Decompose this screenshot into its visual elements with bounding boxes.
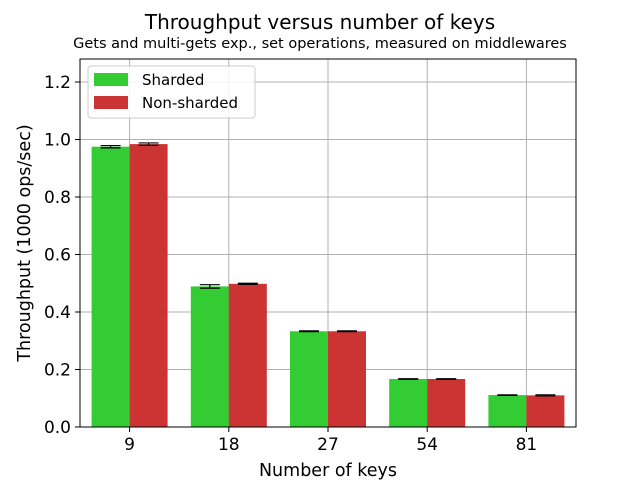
legend-label-sharded: Sharded	[142, 71, 204, 89]
chart-title: Throughput versus number of keys	[144, 10, 495, 34]
x-tick-label: 27	[317, 435, 339, 455]
y-tick-label: 0.6	[44, 246, 71, 266]
error-bar	[497, 394, 518, 396]
legend-swatch-sharded	[94, 73, 128, 86]
error-bar	[337, 330, 357, 333]
error-bar	[100, 144, 121, 149]
legend: Sharded Non-sharded	[87, 65, 256, 119]
bar-non-sharded-27	[328, 331, 366, 427]
bars	[91, 144, 565, 427]
y-tick-label: 1.2	[44, 73, 71, 93]
legend-box	[87, 65, 256, 119]
legend-swatch-non-sharded	[94, 96, 128, 109]
tick-labels: 9 18 27 54 81 0.0 0.2 0.4 0.6 0.8 1.0 1.2	[44, 73, 537, 455]
bar-non-sharded-18	[228, 283, 267, 427]
error-bar	[237, 282, 258, 285]
y-axis-label: Throughput (1000 ops/sec)	[15, 124, 35, 362]
bar-sharded-54	[389, 378, 428, 427]
y-tick-label: 1.0	[44, 131, 71, 151]
y-tick-label: 0.8	[44, 188, 71, 208]
y-tick-label: 0.4	[44, 303, 71, 323]
x-tick-label: 9	[124, 435, 135, 455]
y-tick-label: 0.2	[44, 361, 71, 381]
x-tick-label: 54	[416, 435, 438, 455]
bar-sharded-27	[290, 331, 328, 427]
bar-sharded-81	[488, 395, 527, 427]
bar-sharded-9	[91, 146, 130, 427]
bar-sharded-18	[190, 286, 229, 427]
chart-subtitle: Gets and multi-gets exp., set operations…	[73, 36, 567, 52]
legend-label-non-sharded: Non-sharded	[142, 94, 238, 112]
error-bar	[398, 378, 419, 380]
bar-non-sharded-54	[427, 378, 466, 427]
x-axis-label: Number of keys	[259, 461, 397, 480]
error-bar	[436, 378, 457, 380]
error-bar	[299, 330, 319, 333]
x-tick-label: 81	[516, 435, 538, 455]
error-bars	[100, 142, 556, 397]
bar-non-sharded-9	[129, 144, 168, 427]
bar-non-sharded-81	[526, 395, 565, 427]
x-tick-label: 18	[218, 435, 240, 455]
error-bar	[138, 142, 159, 146]
error-bar	[535, 394, 556, 397]
y-tick-label: 0.0	[44, 418, 71, 438]
error-bar	[199, 284, 220, 289]
axes	[75, 58, 577, 432]
